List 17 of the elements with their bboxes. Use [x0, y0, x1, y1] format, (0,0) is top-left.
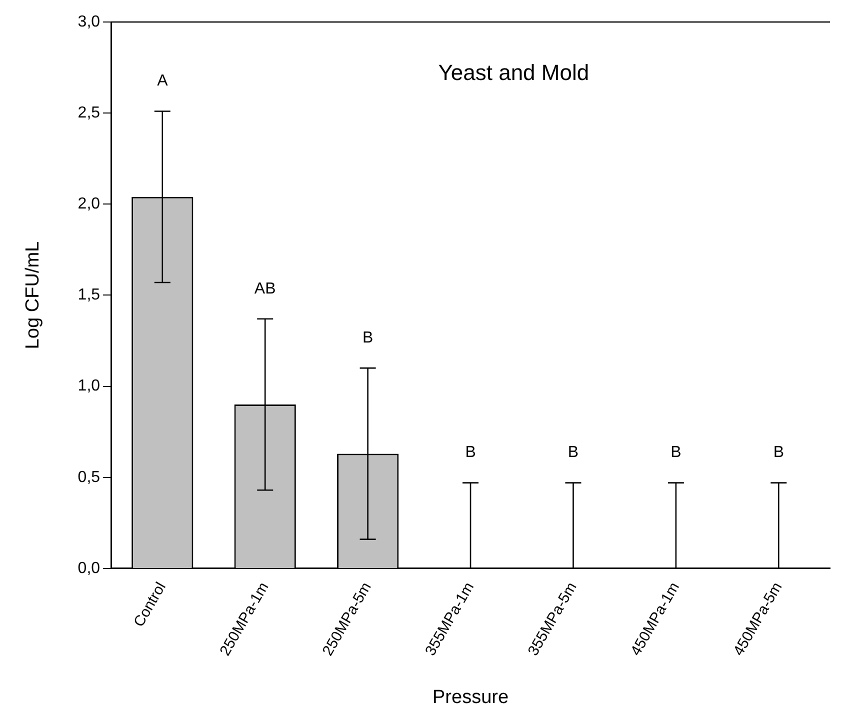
annotation: B [568, 444, 579, 462]
annotation: B [773, 444, 784, 462]
annotation: AB [254, 280, 276, 298]
y-tick-label: 0,0 [78, 560, 100, 577]
y-tick-label: 2,0 [78, 196, 100, 213]
annotation: B [670, 444, 682, 462]
y-tick-label: 1,5 [78, 286, 100, 304]
annotation: B [362, 329, 374, 346]
y-tick-label: 2,5 [78, 104, 100, 122]
y-axis-title: Log CFU/mL [22, 241, 44, 350]
annotation: A [157, 72, 168, 90]
annotation: B [465, 444, 476, 462]
y-tick-label: 0,5 [78, 468, 100, 486]
y-tick-label: 1,0 [78, 378, 100, 395]
text: Yeast and Mold [438, 60, 590, 86]
y-tick-label: 3,0 [78, 13, 100, 30]
x-axis-title: Pressure [432, 686, 509, 708]
